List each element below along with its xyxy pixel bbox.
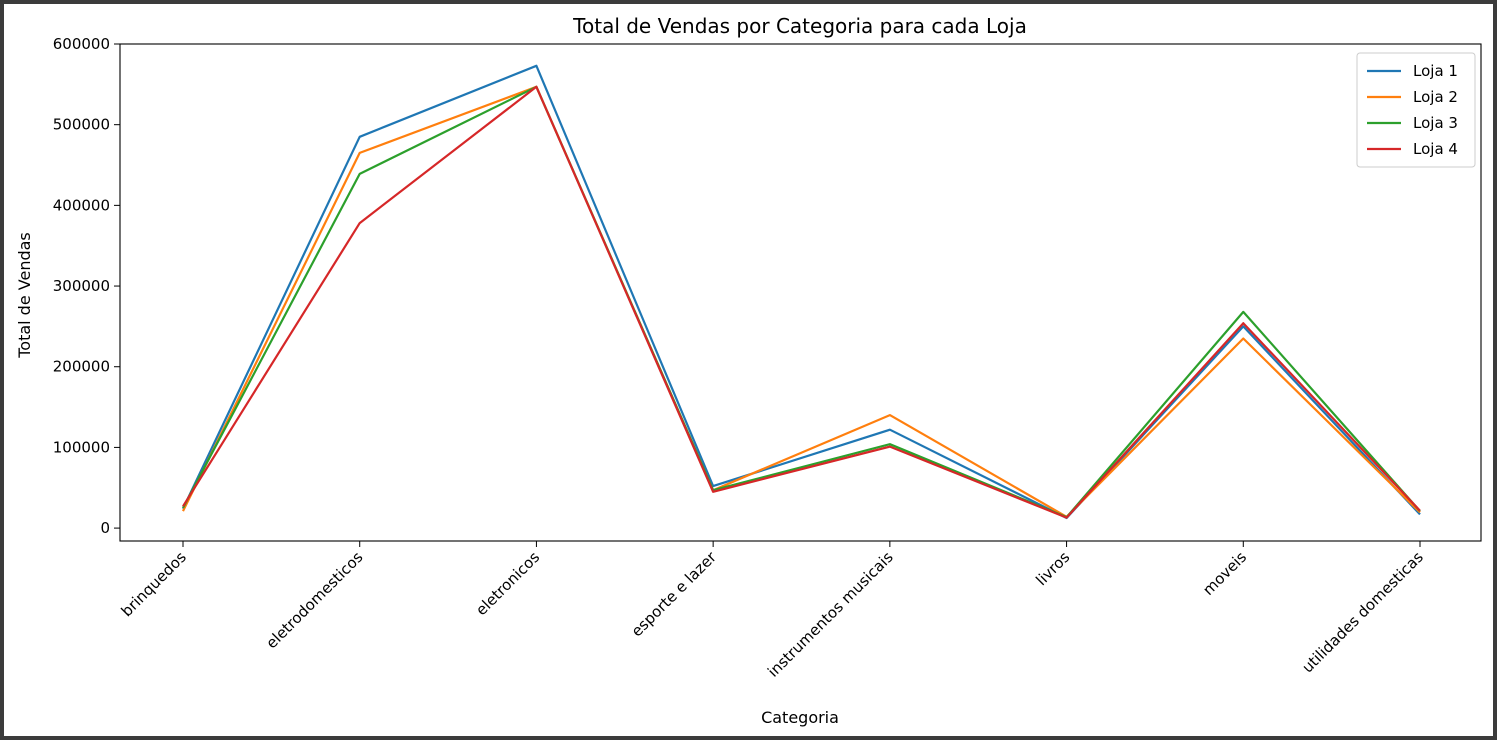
chart-figure: Total de Vendas por Categoria para cada … bbox=[4, 4, 1493, 736]
y-tick-label: 600000 bbox=[53, 35, 110, 53]
legend-box bbox=[1356, 52, 1476, 168]
series-line-1 bbox=[182, 64, 1421, 520]
chart-title: Total de Vendas por Categoria para cada … bbox=[572, 14, 1027, 38]
y-tick-label: 500000 bbox=[53, 116, 110, 134]
x-tick-label: instrumentos musicais bbox=[764, 548, 897, 681]
y-tick-label: 200000 bbox=[53, 358, 110, 376]
series-line-3 bbox=[182, 85, 1421, 519]
legend: Loja 1 Loja 2 Loja 3 Loja 4 bbox=[1356, 52, 1476, 168]
x-axis-label: Categoria bbox=[761, 708, 839, 727]
y-tick-label: 0 bbox=[100, 519, 110, 537]
y-axis-label: Total de Vendas bbox=[15, 232, 34, 359]
series-line-2 bbox=[182, 85, 1421, 518]
line-chart: Total de Vendas por Categoria para cada … bbox=[15, 14, 1482, 727]
legend-label-2: Loja 2 bbox=[1413, 88, 1458, 106]
x-tick-label: eletrodomesticos bbox=[262, 548, 366, 652]
x-tick-label: livros bbox=[1032, 548, 1073, 589]
x-tick-label: brinquedos bbox=[118, 548, 190, 620]
x-tick-label: moveis bbox=[1199, 548, 1250, 599]
x-tick-label: utilidades domesticas bbox=[1298, 548, 1427, 677]
x-tick-label: esporte e lazer bbox=[628, 548, 721, 641]
series-lines bbox=[182, 64, 1421, 520]
legend-label-3: Loja 3 bbox=[1413, 114, 1458, 132]
legend-label-4: Loja 4 bbox=[1413, 140, 1458, 158]
y-tick-label: 100000 bbox=[53, 438, 110, 456]
x-tick-label: eletronicos bbox=[472, 548, 543, 619]
y-tick-label: 300000 bbox=[53, 277, 110, 295]
axes-frame bbox=[119, 43, 1482, 542]
series-line-4 bbox=[182, 85, 1421, 519]
y-tick-label: 400000 bbox=[53, 196, 110, 214]
legend-label-1: Loja 1 bbox=[1413, 62, 1458, 80]
